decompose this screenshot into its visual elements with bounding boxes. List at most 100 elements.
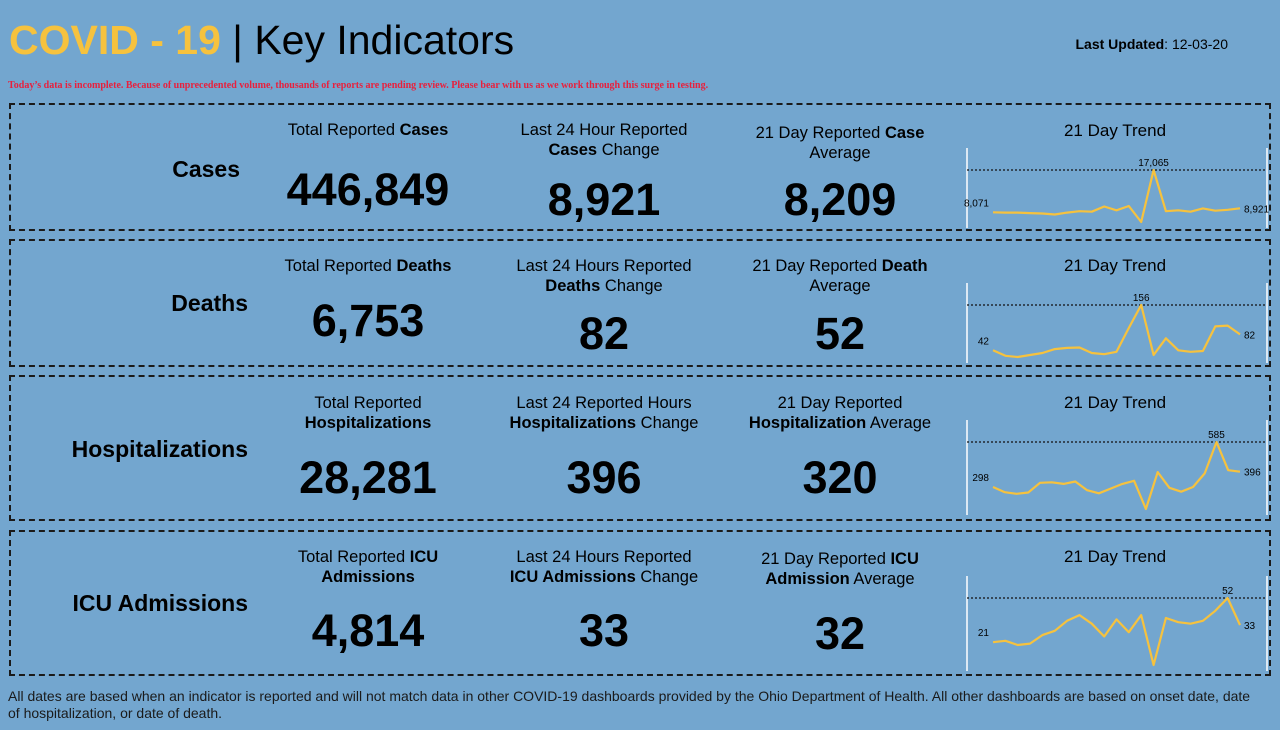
deaths-average-header: 21 Day Reported Death Average — [730, 256, 950, 296]
title-separator: | — [220, 17, 255, 63]
hdr-text: 21 Day Reported — [752, 257, 882, 275]
footer-note: All dates are based when an indicator is… — [8, 688, 1251, 721]
page-title: COVID - 19 | Key Indicators — [9, 12, 514, 68]
trend-end-label: 396 — [1244, 468, 1261, 479]
total-hospitalizations-value: 28,281 — [299, 452, 437, 503]
hdr-bold: Deaths — [396, 257, 452, 275]
cases-change: Last 24 Hour Reported Cases Change 8,921 — [494, 120, 714, 225]
hdr-bold: Cases — [548, 141, 598, 159]
total-cases-value: 446,849 — [286, 164, 450, 215]
hdr-text: 21 Day Reported — [761, 550, 891, 568]
deaths-average-value: 52 — [814, 308, 866, 359]
hdr-bold: Deaths — [545, 277, 601, 295]
trend-chart-deaths: 42 156 82 — [966, 283, 1268, 363]
total-icu-value: 4,814 — [311, 605, 425, 656]
cases-average-header: 21 Day Reported Case Average — [730, 123, 950, 163]
total-deaths-header: Total Reported Deaths — [258, 256, 478, 276]
hdr-bold: Cases — [399, 121, 449, 139]
row-label-icu-admissions: ICU Admissions — [72, 590, 248, 616]
hdr-text: Change — [597, 141, 660, 159]
total-hospitalizations-header: Total Reported Hospitalizations — [258, 393, 478, 433]
hdr-bold: Hospitalization — [748, 414, 867, 432]
hdr-text: Average — [809, 277, 871, 295]
cases-change-header: Last 24 Hour Reported Cases Change — [494, 120, 714, 160]
deaths-change-value: 82 — [578, 308, 630, 359]
trend-chart-cases: 8,071 17,065 8,921 — [964, 148, 1269, 228]
title-key-indicators: Key Indicators — [254, 17, 515, 63]
hospitalizations-change-header: Last 24 Reported Hours Hospitalizations C… — [494, 393, 714, 433]
hdr-text: 21 Day Reported — [755, 124, 885, 142]
trend-series-line — [992, 596, 1242, 667]
hdr-text: Change — [636, 414, 699, 432]
trend-series-line — [992, 440, 1241, 511]
icu-change-value: 33 — [578, 605, 630, 656]
hdr-bold: Hospitalizations — [509, 414, 637, 432]
hdr-text: Total Reported — [314, 394, 422, 412]
total-cases-header: Total Reported Cases — [258, 120, 478, 140]
cases-average-value: 8,209 — [783, 174, 897, 225]
deaths-change: Last 24 Hours Reported Deaths Change 82 — [494, 256, 714, 359]
last-updated-label: Last Updated — [1075, 36, 1165, 52]
trend-title-icu: 21 Day Trend — [1063, 547, 1167, 566]
total-deaths-value: 6,753 — [311, 295, 425, 346]
deaths-change-header: Last 24 Hours Reported Deaths Change — [494, 256, 714, 296]
hdr-text: Total Reported — [297, 548, 410, 566]
hdr-text: Average — [809, 144, 871, 162]
total-deaths: Total Reported Deaths 6,753 — [258, 256, 478, 346]
cases-average: 21 Day Reported Case Average 8,209 — [730, 123, 950, 225]
last-updated: Last Updated: 12-03-20 — [1075, 36, 1228, 52]
hospitalizations-average: 21 Day Reported Hospitalization Average 3… — [730, 393, 950, 503]
hdr-bold: Case — [884, 124, 925, 142]
row-label-hospitalizations: Hospitalizations — [71, 436, 248, 462]
icu-average-header: 21 Day Reported ICU Admission Average — [730, 549, 950, 589]
hdr-text: Last 24 Reported Hours — [516, 394, 692, 412]
total-hospitalizations: Total Reported Hospitalizations 28,281 — [258, 393, 478, 503]
hdr-bold: ICU — [409, 548, 439, 566]
trend-title-deaths: 21 Day Trend — [1063, 256, 1167, 275]
icu-change-header: Last 24 Hours Reported ICU Admissions Cha… — [494, 547, 714, 587]
trend-end-label: 33 — [1244, 621, 1256, 632]
hospitalizations-average-header: 21 Day Reported Hospitalization Average — [730, 393, 950, 433]
trend-series-line — [992, 303, 1241, 359]
hdr-bold: Admission — [765, 570, 850, 588]
hdr-text: Change — [600, 277, 663, 295]
data-notice: Today’s data is incomplete. Because of u… — [8, 80, 709, 91]
panel-hospitalizations — [9, 375, 1271, 521]
hdr-text: Last 24 Hours Reported — [516, 548, 692, 566]
row-label-cases: Cases — [172, 156, 240, 182]
hdr-bold: Hospitalizations — [304, 414, 432, 432]
trend-peak-label: 156 — [1133, 293, 1150, 304]
trend-end-label: 82 — [1244, 330, 1256, 341]
trend-chart-icu: 21 52 33 — [966, 576, 1268, 671]
trend-end-label: 8,921 — [1244, 204, 1269, 215]
trend-peak-label: 585 — [1208, 430, 1225, 441]
panel-cases — [9, 103, 1271, 231]
cases-change-value: 8,921 — [547, 174, 661, 225]
hdr-text: Last 24 Hour Reported — [520, 121, 688, 139]
trend-title-hospitalizations: 21 Day Trend — [1063, 393, 1167, 412]
hdr-text: Last 24 Hours Reported — [516, 257, 692, 275]
hdr-text: Change — [635, 568, 699, 586]
total-cases: Total Reported Cases 446,849 — [258, 120, 478, 215]
trend-series-line — [992, 168, 1241, 224]
trend-chart-hospitalizations: 298 585 396 — [966, 420, 1268, 515]
icu-average-value: 32 — [814, 608, 866, 659]
trend-peak-label: 52 — [1222, 586, 1234, 597]
icu-average: 21 Day Reported ICU Admission Average 32 — [730, 549, 950, 659]
panel-deaths — [9, 239, 1271, 367]
hdr-text: 21 Day Reported — [777, 394, 903, 412]
hdr-text: Total Reported — [284, 257, 397, 275]
trend-peak-label: 17,065 — [1138, 158, 1169, 169]
trend-start-label: 21 — [978, 628, 990, 639]
hospitalizations-average-value: 320 — [802, 452, 878, 503]
hospitalizations-change-value: 396 — [566, 452, 642, 503]
row-label-deaths: Deaths — [171, 290, 248, 316]
panel-icu-admissions — [9, 530, 1271, 676]
hdr-bold: Admissions — [321, 568, 415, 586]
trend-start-label: 8,071 — [964, 198, 989, 209]
trend-start-label: 298 — [972, 473, 989, 484]
hdr-text: Average — [849, 570, 915, 588]
hdr-bold: Death — [881, 257, 928, 275]
total-icu: Total Reported ICU Admissions 4,814 — [258, 547, 478, 656]
last-updated-value: : 12-03-20 — [1164, 36, 1228, 52]
